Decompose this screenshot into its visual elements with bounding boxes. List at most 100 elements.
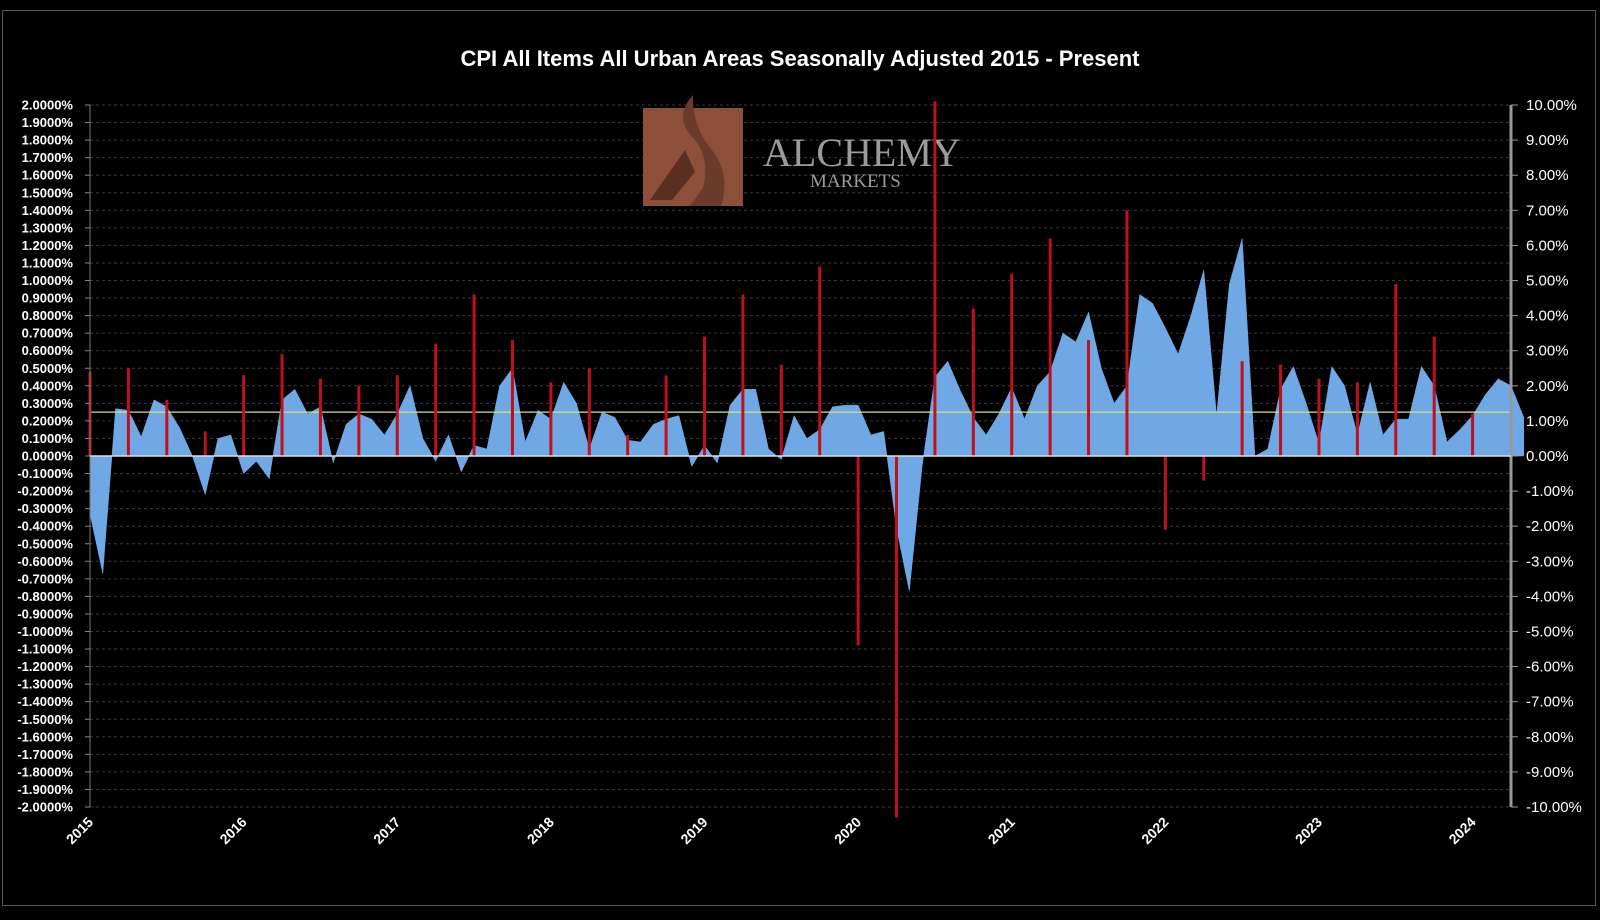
left-tick-label: -1.8000% bbox=[17, 764, 73, 779]
quarterly-bar bbox=[1432, 336, 1436, 456]
left-tick-label: -1.9000% bbox=[17, 782, 73, 797]
right-tick-label: -5.00% bbox=[1526, 624, 1574, 641]
left-axis-ticks: 2.0000% 1.9000% 1.8000% 1.7000% 1.6000% 1.500… bbox=[17, 98, 73, 815]
right-axis-ticks: 10.00% 9.00% 8.00% 7.00% 6.00% 5.00% 4.00% 3.00… bbox=[1526, 97, 1582, 816]
left-tick-label: 0.3000% bbox=[22, 396, 74, 411]
left-tick-label: -1.0000% bbox=[17, 624, 73, 639]
quarterly-bar bbox=[280, 354, 284, 456]
x-tick-label: 2020 bbox=[831, 814, 864, 847]
quarterly-bar bbox=[1087, 340, 1091, 456]
left-tick-label: -1.3000% bbox=[17, 677, 73, 692]
quarterly-bar bbox=[626, 434, 630, 456]
right-tick-label: -7.00% bbox=[1526, 694, 1574, 711]
left-tick-label: -1.5000% bbox=[17, 712, 73, 727]
quarterly-bar bbox=[933, 101, 937, 457]
quarterly-bar bbox=[203, 431, 207, 456]
left-tick-label: -0.5000% bbox=[17, 536, 73, 551]
right-tick-label: 6.00% bbox=[1526, 237, 1569, 254]
right-tick-label: -10.00% bbox=[1526, 799, 1582, 816]
quarterly-bar bbox=[702, 336, 706, 456]
left-tick-label: 1.3000% bbox=[22, 220, 74, 235]
right-tick-label: 4.00% bbox=[1526, 308, 1569, 325]
x-tick-label: 2018 bbox=[524, 814, 557, 847]
left-tick-label: 0.1000% bbox=[22, 431, 74, 446]
left-tick-label: 1.1000% bbox=[22, 255, 74, 270]
right-tick-label: 1.00% bbox=[1526, 413, 1569, 430]
x-tick-label: 2016 bbox=[216, 814, 249, 847]
left-tick-label: -0.3000% bbox=[17, 501, 73, 516]
logo-sub-text: MARKETS bbox=[810, 171, 901, 192]
chart-frame bbox=[2, 10, 1596, 906]
quarterly-bar bbox=[741, 294, 745, 456]
quarterly-bar bbox=[318, 378, 322, 456]
left-tick-label: -0.7000% bbox=[17, 571, 73, 586]
left-tick-label: 1.0000% bbox=[22, 273, 74, 288]
right-tick-label: 8.00% bbox=[1526, 167, 1569, 184]
quarterly-bar bbox=[1279, 364, 1283, 456]
x-tick-label: 2024 bbox=[1445, 814, 1478, 847]
right-tick-label: -6.00% bbox=[1526, 659, 1574, 676]
quarterly-bar bbox=[1355, 382, 1359, 456]
left-tick-label: -0.9000% bbox=[17, 606, 73, 621]
quarterly-bar bbox=[510, 340, 514, 456]
left-tick-label: 1.8000% bbox=[22, 133, 74, 148]
quarterly-bar bbox=[664, 375, 668, 456]
left-tick-label: 0.5000% bbox=[22, 361, 74, 376]
left-tick-label: -0.8000% bbox=[17, 589, 73, 604]
quarterly-bar bbox=[1317, 378, 1321, 456]
quarterly-bar bbox=[856, 456, 860, 646]
left-tick-label: 2.0000% bbox=[22, 98, 74, 113]
left-tick-label: 0.8000% bbox=[22, 308, 74, 323]
right-tick-label: -4.00% bbox=[1526, 588, 1574, 605]
axes bbox=[85, 104, 1518, 808]
left-tick-label: 0.2000% bbox=[22, 413, 74, 428]
quarterly-bar bbox=[1163, 456, 1167, 530]
cpi-mom-area bbox=[89, 238, 1525, 592]
bar-series bbox=[88, 101, 1475, 818]
right-tick-label: 10.00% bbox=[1526, 97, 1577, 114]
left-tick-label: 1.2000% bbox=[22, 238, 74, 253]
left-tick-label: 1.7000% bbox=[22, 150, 74, 165]
left-tick-label: -2.0000% bbox=[17, 800, 73, 815]
quarterly-bar bbox=[1394, 284, 1398, 456]
quarterly-bar bbox=[971, 308, 975, 456]
left-tick-label: -1.4000% bbox=[17, 694, 73, 709]
right-tick-label: -8.00% bbox=[1526, 729, 1574, 746]
left-tick-label: 1.6000% bbox=[22, 168, 74, 183]
right-tick-label: -1.00% bbox=[1526, 483, 1574, 500]
logo-a-icon bbox=[650, 150, 695, 200]
right-tick-label: 9.00% bbox=[1526, 132, 1569, 149]
left-tick-label: -1.2000% bbox=[17, 659, 73, 674]
logo-flame-icon bbox=[682, 95, 725, 206]
alchemy-markets-logo: ALCHEMY MARKETS bbox=[643, 95, 961, 206]
quarterly-bar bbox=[242, 375, 246, 456]
left-tick-label: 0.0000% bbox=[22, 449, 74, 464]
right-tick-label: 7.00% bbox=[1526, 202, 1569, 219]
right-tick-label: 0.00% bbox=[1526, 448, 1569, 465]
quarterly-bar bbox=[165, 399, 169, 456]
left-tick-label: 1.4000% bbox=[22, 203, 74, 218]
left-tick-label: 0.4000% bbox=[22, 378, 74, 393]
x-tick-label: 2015 bbox=[63, 814, 96, 847]
quarterly-bar bbox=[1010, 273, 1014, 456]
right-tick-label: 3.00% bbox=[1526, 343, 1569, 360]
quarterly-bar bbox=[395, 375, 399, 456]
quarterly-bar bbox=[1240, 361, 1244, 456]
right-tick-label: -9.00% bbox=[1526, 764, 1574, 781]
quarterly-bar bbox=[472, 294, 476, 456]
quarterly-bar bbox=[895, 456, 899, 818]
left-tick-label: -0.4000% bbox=[17, 519, 73, 534]
quarterly-bar bbox=[434, 343, 438, 456]
quarterly-bar bbox=[587, 368, 591, 456]
left-tick-label: -0.2000% bbox=[17, 484, 73, 499]
right-tick-label: -2.00% bbox=[1526, 518, 1574, 535]
quarterly-bar bbox=[1048, 238, 1052, 456]
left-tick-label: 0.7000% bbox=[22, 326, 74, 341]
x-axis-ticks: 2015 2016 2017 2018 2019 2020 2021 2022 2023 2024 bbox=[63, 814, 1479, 847]
left-tick-label: -0.1000% bbox=[17, 466, 73, 481]
x-tick-label: 2019 bbox=[677, 814, 710, 847]
quarterly-bar bbox=[1125, 210, 1129, 456]
logo-brand-text: ALCHEMY bbox=[763, 130, 961, 175]
right-tick-label: 2.00% bbox=[1526, 378, 1569, 395]
